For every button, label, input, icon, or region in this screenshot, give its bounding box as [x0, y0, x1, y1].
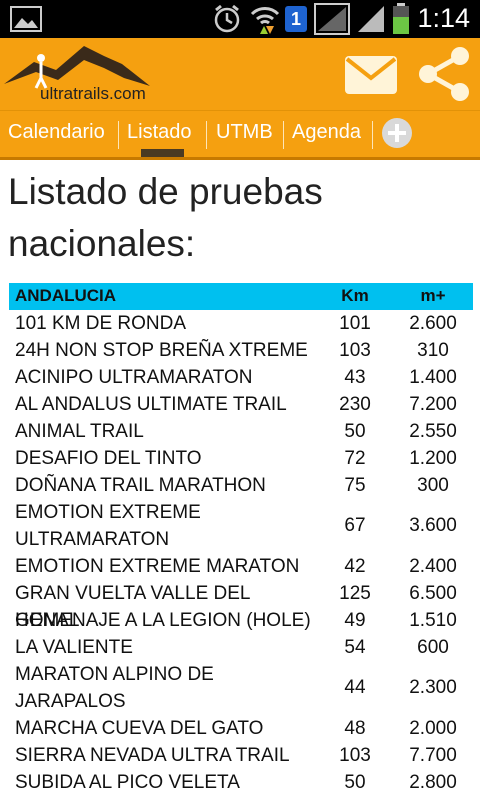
race-elevation: 1.510 [409, 610, 457, 631]
race-km: 103 [339, 340, 371, 361]
race-name: AL ANDALUS ULTIMATE TRAIL [15, 394, 287, 415]
clock: 1:14 [417, 3, 470, 33]
race-name: EMOTION EXTREME ULTRAMARATON [15, 502, 201, 550]
race-name: DESAFIO DEL TINTO [15, 448, 202, 469]
battery-icon [393, 3, 409, 34]
image-icon [10, 6, 42, 32]
race-name: ANIMAL TRAIL [15, 421, 144, 442]
tab-calendario[interactable]: Calendario [8, 121, 105, 143]
tab-divider [283, 121, 284, 149]
table-row: 101 KM DE RONDA 101 2.600 [9, 310, 473, 337]
race-km: 125 [339, 583, 371, 604]
race-name: LA VALIENTE [15, 637, 133, 658]
table-row: LA VALIENTE 54 600 [9, 634, 473, 661]
race-elevation: 1.400 [409, 367, 457, 388]
selected-tab-indicator [141, 149, 184, 157]
signal-icon [358, 6, 384, 32]
table-row: MARATON ALPINO DE JARAPALOS 44 2.300 [9, 661, 473, 715]
mail-icon[interactable] [344, 52, 398, 96]
ultratrails-logo-icon [4, 46, 150, 89]
tab-divider [118, 121, 119, 149]
table-header: ANDALUCIA Km m+ [9, 283, 473, 310]
race-elevation: 300 [417, 475, 449, 496]
race-name: GRAN VUELTA VALLE DEL GENAL [15, 583, 250, 631]
race-km: 54 [344, 637, 366, 658]
race-elevation: 6.500 [409, 583, 457, 604]
race-elevation: 2.600 [409, 313, 457, 334]
notification-badge: 1 [285, 6, 307, 32]
region-header: ANDALUCIA [15, 286, 117, 305]
race-km: 103 [339, 745, 371, 766]
table-row: EMOTION EXTREME MARATON 42 2.400 [9, 553, 473, 580]
km-header: Km [341, 286, 369, 305]
table-body: 101 KM DE RONDA 101 2.600 24H NON STOP BREÑ… [9, 310, 473, 796]
race-km: 101 [339, 313, 371, 334]
race-elevation: 310 [417, 340, 449, 361]
table-row: SUBIDA AL PICO VELETA 50 2.800 [9, 769, 473, 796]
table-row: ACINIPO ULTRAMARATON 43 1.400 [9, 364, 473, 391]
table-row: GRAN VUELTA VALLE DEL GENAL 125 6.500 [9, 580, 473, 631]
tab-utmb[interactable]: UTMB [216, 121, 273, 143]
race-km: 42 [344, 556, 366, 577]
race-name: SIERRA NEVADA ULTRA TRAIL [15, 745, 290, 766]
race-name: 24H NON STOP BREÑA XTREME [15, 340, 308, 361]
wifi-icon [250, 7, 280, 34]
elevation-header: m+ [420, 286, 446, 305]
race-km: 44 [344, 677, 366, 698]
race-km: 49 [344, 610, 366, 631]
race-elevation: 2.000 [409, 718, 457, 739]
race-name: HOMENAJE A LA LEGION (HOLE) [15, 610, 311, 631]
table-row: SIERRA NEVADA ULTRA TRAIL 103 7.700 [9, 742, 473, 769]
sim-icon [314, 3, 350, 35]
race-elevation: 7.200 [409, 394, 457, 415]
table-row: DESAFIO DEL TINTO 72 1.200 [9, 445, 473, 472]
race-elevation: 2.550 [409, 421, 457, 442]
race-name: MARATON ALPINO DE JARAPALOS [15, 664, 214, 712]
add-tab-icon[interactable] [382, 118, 412, 148]
race-km: 43 [344, 367, 366, 388]
share-icon[interactable] [416, 46, 472, 102]
race-name: MARCHA CUEVA DEL GATO [15, 718, 264, 739]
races-table: ANDALUCIA Km m+ 101 KM DE RONDA 101 2.600 2… [9, 283, 473, 796]
table-row: MARCHA CUEVA DEL GATO 48 2.000 [9, 715, 473, 742]
race-elevation: 2.800 [409, 772, 457, 793]
race-km: 75 [344, 475, 366, 496]
race-name: SUBIDA AL PICO VELETA [15, 772, 240, 793]
race-name: ACINIPO ULTRAMARATON [15, 367, 253, 388]
race-km: 50 [344, 421, 366, 442]
race-elevation: 2.300 [409, 677, 457, 698]
table-row: DOÑANA TRAIL MARATHON 75 300 [9, 472, 473, 499]
race-elevation: 600 [417, 637, 449, 658]
table-row: HOMENAJE A LA LEGION (HOLE) 49 1.510 [9, 607, 473, 634]
page-title: Listado de pruebas nacionales: [8, 171, 323, 264]
race-km: 50 [344, 772, 366, 793]
race-elevation: 3.600 [409, 515, 457, 536]
alarm-icon [214, 4, 240, 33]
tab-divider [372, 121, 373, 149]
status-bar: 1 1:14 [0, 0, 480, 38]
race-km: 230 [339, 394, 371, 415]
race-name: EMOTION EXTREME MARATON [15, 556, 300, 577]
race-km: 48 [344, 718, 366, 739]
race-name: 101 KM DE RONDA [15, 313, 187, 334]
table-row: ANIMAL TRAIL 50 2.550 [9, 418, 473, 445]
race-elevation: 7.700 [409, 745, 457, 766]
tab-listado[interactable]: Listado [127, 121, 192, 143]
table-row: AL ANDALUS ULTIMATE TRAIL 230 7.200 [9, 391, 473, 418]
race-elevation: 2.400 [409, 556, 457, 577]
race-name: DOÑANA TRAIL MARATHON [15, 475, 266, 496]
logo-text: ultratrails.com [40, 84, 146, 103]
tab-agenda[interactable]: Agenda [292, 121, 361, 143]
race-km: 72 [344, 448, 366, 469]
race-elevation: 1.200 [409, 448, 457, 469]
table-row: EMOTION EXTREME ULTRAMARATON 67 3.600 [9, 499, 473, 553]
table-row: 24H NON STOP BREÑA XTREME 103 310 [9, 337, 473, 364]
race-km: 67 [344, 515, 366, 536]
tab-divider [206, 121, 207, 149]
